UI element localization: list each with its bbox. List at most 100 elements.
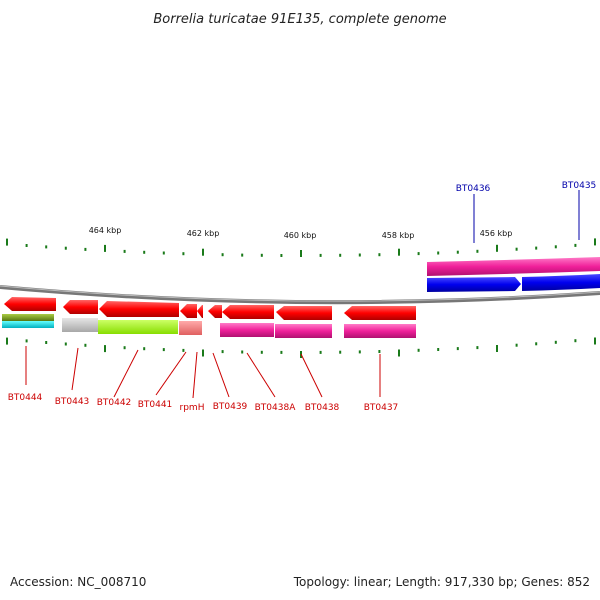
reverse-gene-labels bbox=[25, 346, 381, 399]
minor-tick bbox=[319, 350, 322, 354]
minor-tick bbox=[535, 342, 538, 346]
forward-gene-labels: BT0436 BT0435 bbox=[456, 181, 597, 243]
minor-tick bbox=[143, 250, 146, 254]
minor-tick bbox=[25, 244, 28, 247]
gene-label-bt0441[interactable]: BT0441 bbox=[138, 400, 173, 410]
map-title: Borrelia turicatae 91E135, complete geno… bbox=[153, 12, 446, 27]
minor-tick bbox=[339, 253, 342, 257]
gene-label-bt0438[interactable]: BT0438 bbox=[305, 403, 340, 413]
minor-tick bbox=[515, 247, 518, 251]
minor-tick bbox=[162, 348, 165, 352]
minor-tick bbox=[162, 251, 165, 255]
major-tick bbox=[594, 337, 596, 345]
leader-line bbox=[155, 351, 187, 396]
gene-bt0444-arrow[interactable] bbox=[4, 297, 56, 311]
minor-tick bbox=[476, 249, 479, 253]
gene-bt0443-grey[interactable] bbox=[62, 318, 98, 332]
gene-bt0444-cyan[interactable] bbox=[2, 321, 54, 328]
minor-tick bbox=[437, 251, 440, 255]
genome-backbone bbox=[0, 285, 600, 305]
minor-tick bbox=[319, 253, 322, 257]
minor-tick bbox=[339, 350, 342, 354]
leader-line bbox=[212, 352, 230, 398]
upper-ticks bbox=[6, 238, 596, 257]
gene-label-bt0436[interactable]: BT0436 bbox=[456, 184, 491, 194]
minor-tick bbox=[456, 347, 459, 351]
minor-tick bbox=[280, 350, 283, 354]
minor-tick bbox=[241, 253, 244, 257]
gene-label-bt0439[interactable]: BT0439 bbox=[213, 402, 248, 412]
major-tick bbox=[594, 238, 596, 246]
minor-tick bbox=[554, 245, 557, 249]
gene-bt0444-olive[interactable] bbox=[2, 314, 54, 321]
gene-bt0438a-pink[interactable] bbox=[220, 323, 274, 337]
gene-label-bt0443[interactable]: BT0443 bbox=[55, 397, 90, 407]
major-tick bbox=[496, 244, 498, 252]
major-tick bbox=[202, 349, 204, 357]
gene-rpmh-arrow[interactable] bbox=[197, 305, 203, 318]
gene-bt0443-arrow[interactable] bbox=[63, 300, 98, 314]
gene-bt0442-lime[interactable] bbox=[98, 320, 178, 334]
gene-label-bt0438a[interactable]: BT0438A bbox=[255, 403, 297, 413]
scale-labels: 464 kbp 462 kbp 460 kbp 458 kbp 456 kbp bbox=[89, 226, 513, 240]
minor-tick bbox=[378, 253, 381, 257]
minor-tick bbox=[182, 348, 185, 352]
minor-tick bbox=[64, 246, 67, 250]
leader-line bbox=[71, 347, 79, 391]
minor-tick bbox=[45, 341, 48, 344]
minor-tick bbox=[84, 343, 87, 347]
minor-tick bbox=[358, 253, 361, 257]
major-tick bbox=[104, 345, 106, 353]
gene-bt0441-arrow[interactable] bbox=[180, 304, 197, 318]
major-tick bbox=[6, 238, 8, 246]
minor-tick bbox=[378, 350, 381, 353]
gene-bt0438a-arrow[interactable] bbox=[222, 305, 274, 319]
minor-tick bbox=[476, 346, 479, 350]
minor-tick bbox=[25, 339, 28, 343]
minor-tick bbox=[143, 347, 146, 351]
gene-bt0437-arrow[interactable] bbox=[344, 306, 416, 320]
gene-label-bt0444[interactable]: BT0444 bbox=[8, 393, 43, 403]
minor-tick bbox=[417, 252, 420, 256]
gene-bt0436-pink[interactable] bbox=[427, 257, 600, 276]
leader-line bbox=[246, 352, 276, 398]
major-tick bbox=[496, 345, 498, 352]
gene-label-bt0437[interactable]: BT0437 bbox=[364, 403, 399, 413]
major-tick bbox=[398, 349, 400, 357]
gene-bt0438-arrow[interactable] bbox=[276, 306, 332, 320]
scale-label: 456 kbp bbox=[480, 229, 513, 238]
minor-tick bbox=[260, 350, 263, 354]
major-tick bbox=[6, 337, 8, 345]
scale-label: 464 kbp bbox=[89, 226, 122, 235]
reverse-strand bbox=[2, 297, 416, 338]
genome-backbone-highlight bbox=[0, 285, 600, 302]
minor-tick bbox=[437, 348, 440, 351]
gene-bt0435-blue[interactable] bbox=[522, 274, 600, 291]
minor-tick bbox=[182, 252, 185, 256]
minor-tick bbox=[417, 348, 420, 352]
gene-label-bt0442[interactable]: BT0442 bbox=[97, 398, 132, 408]
minor-tick bbox=[221, 253, 224, 257]
major-tick bbox=[202, 248, 204, 256]
minor-tick bbox=[260, 253, 263, 257]
major-tick bbox=[398, 248, 400, 256]
gene-bt0441-salmon[interactable] bbox=[179, 321, 202, 335]
minor-tick bbox=[535, 246, 538, 250]
gene-bt0437-pink[interactable] bbox=[344, 324, 416, 338]
minor-tick bbox=[241, 350, 244, 354]
leader-line bbox=[300, 353, 323, 398]
minor-tick bbox=[221, 350, 224, 354]
gene-bt0438-pink[interactable] bbox=[275, 324, 332, 338]
leader-line bbox=[192, 351, 198, 399]
major-tick bbox=[300, 250, 302, 257]
reverse-gene-label-text: BT0444 BT0443 BT0442 BT0441 rpmH BT0439 … bbox=[8, 393, 399, 413]
minor-tick bbox=[574, 339, 577, 343]
gene-label-rpmh[interactable]: rpmH bbox=[180, 403, 205, 413]
minor-tick bbox=[358, 350, 361, 354]
gene-bt0439-arrow[interactable] bbox=[208, 305, 222, 318]
minor-tick bbox=[574, 243, 577, 247]
gene-bt0442-arrow[interactable] bbox=[99, 301, 179, 317]
gene-bt0436-blue[interactable] bbox=[427, 277, 521, 292]
gene-label-bt0435[interactable]: BT0435 bbox=[562, 181, 597, 191]
